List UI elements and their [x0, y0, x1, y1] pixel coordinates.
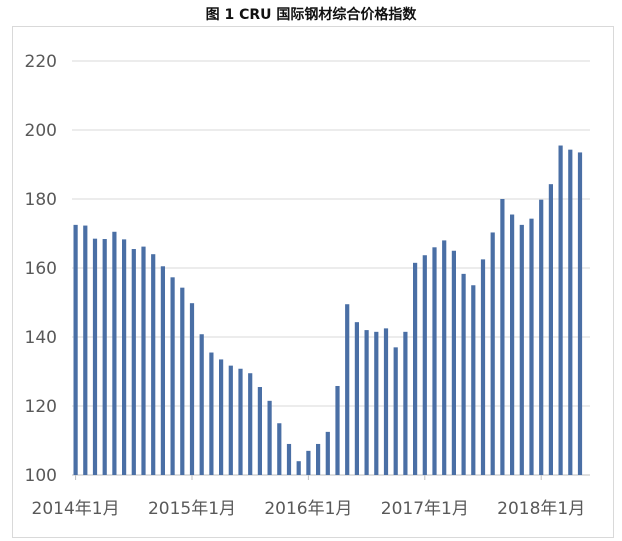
bar-2014-12	[180, 287, 185, 475]
bar-2016-07	[364, 330, 369, 475]
bar-2016-09	[383, 328, 389, 475]
bar-2014-08	[141, 246, 146, 475]
bar-2015-05	[228, 365, 233, 475]
x-tick-label: 2017年1月	[381, 499, 469, 519]
bar-2017-06	[471, 285, 476, 475]
bar-2015-08	[257, 387, 262, 475]
bar-2017-05	[461, 273, 466, 475]
bar-2015-12	[296, 461, 301, 475]
bar-2017-04	[451, 250, 456, 475]
x-tick-label: 2014年1月	[32, 499, 120, 519]
y-tick-label: 220	[25, 52, 57, 72]
bar-2018-03	[558, 145, 563, 475]
bar-2014-11	[170, 277, 175, 475]
bar-2017-11	[519, 224, 524, 475]
bar-2014-03	[92, 238, 98, 475]
x-tick-label: 2015年1月	[148, 499, 236, 519]
bar-2017-10	[510, 214, 515, 475]
bar-2016-04	[335, 385, 340, 475]
bar-2014-05	[112, 231, 117, 475]
bar-2017-02	[432, 247, 437, 475]
bar-2015-09	[267, 400, 272, 475]
bar-2016-06	[354, 322, 359, 475]
x-axis-tick-labels: 2014年1月 2015年1月 2016年1月 2017年1月 2018年1月	[32, 475, 585, 519]
bar-2017-03	[442, 240, 447, 475]
x-tick-label: 2018年1月	[497, 499, 585, 519]
bar-2014-09	[151, 254, 156, 475]
bar-2017-12	[529, 218, 534, 476]
y-tick-label: 200	[25, 121, 57, 141]
bar-2016-01	[306, 450, 311, 475]
bar-2016-05	[345, 304, 350, 475]
bar-2018-05	[577, 152, 583, 476]
bar-2017-07	[480, 259, 486, 475]
bar-2017-08	[490, 232, 495, 475]
bar-2015-06	[238, 368, 243, 475]
bar-2018-01	[539, 199, 544, 475]
bar-2014-06	[122, 239, 127, 475]
bar-2016-08	[374, 331, 379, 475]
bar-2018-04	[568, 149, 573, 476]
x-tick-label: 2016年1月	[264, 499, 352, 519]
bar-2015-11	[286, 443, 292, 475]
bar-2018-02	[548, 184, 553, 476]
bar-2016-11	[403, 331, 408, 475]
bar-2016-02	[316, 443, 321, 475]
y-axis-tick-labels: 100 120 140 160 180 200 220	[25, 52, 57, 486]
bar-2015-02	[199, 334, 204, 475]
y-tick-label: 180	[25, 190, 57, 210]
bar-2014-10	[160, 266, 165, 475]
bar-2017-01	[422, 255, 427, 475]
bar-2015-04	[219, 359, 224, 475]
bar-2016-03	[325, 431, 330, 475]
y-tick-label: 160	[25, 259, 57, 279]
bar-2016-12	[413, 262, 418, 475]
bar-2015-07	[248, 373, 253, 475]
y-tick-label: 140	[25, 328, 57, 348]
bar-2017-09	[500, 199, 505, 475]
bar-2015-01	[189, 303, 195, 475]
chart-title: 图 1 CRU 国际钢材综合价格指数	[205, 7, 417, 23]
bar-series	[73, 145, 583, 476]
bar-2014-07	[131, 249, 136, 475]
bar-2016-10	[393, 347, 398, 475]
bar-2014-04	[102, 239, 107, 475]
bar-2014-02	[83, 225, 88, 475]
bar-2015-10	[277, 423, 282, 475]
bar-2014-01	[73, 224, 78, 475]
y-tick-label: 120	[25, 397, 57, 417]
y-tick-label: 100	[25, 466, 57, 486]
bar-2015-03	[209, 352, 214, 475]
